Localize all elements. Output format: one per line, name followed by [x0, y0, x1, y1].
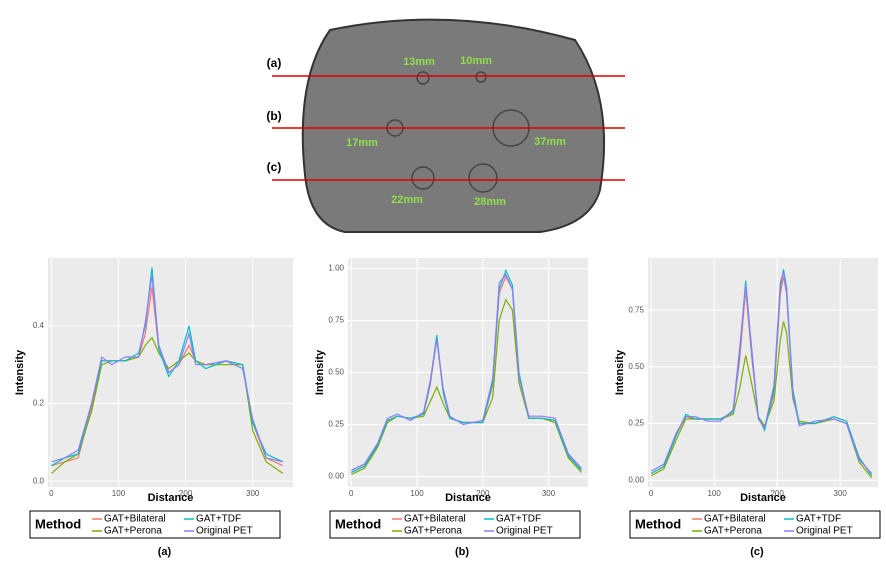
y-tick-label: 0.50	[328, 368, 344, 377]
y-tick-label: 0.75	[628, 305, 644, 314]
x-tick-label: 0	[649, 489, 654, 498]
line-label: (c)	[267, 160, 282, 174]
legend-label: GAT+TDF	[196, 514, 241, 525]
phantom-body	[303, 20, 604, 232]
y-tick-label: 0.00	[328, 472, 344, 481]
y-tick-label: 0.2	[33, 399, 45, 408]
size-label: 22mm	[391, 194, 423, 206]
y-axis-title: Intensity	[14, 349, 26, 395]
size-label: 10mm	[460, 55, 492, 67]
y-tick-label: 1.00	[328, 264, 344, 273]
plot-background	[648, 258, 878, 487]
size-label: 13mm	[403, 56, 435, 68]
y-tick-label: 0.75	[328, 316, 344, 325]
legend-title: Method	[35, 516, 81, 531]
panel-caption: (c)	[750, 546, 764, 558]
legend-label: Original PET	[196, 526, 253, 537]
y-tick-label: 0.25	[328, 420, 344, 429]
figure: (a) (b) (c) 13mm 10mm 17mm 37mm 22mm 28mm 0.0 0.2 0…	[0, 0, 886, 565]
size-label: 17mm	[346, 137, 378, 149]
panel-caption: (a)	[158, 546, 172, 558]
x-tick-label: 300	[246, 489, 260, 498]
x-tick-label: 300	[834, 489, 848, 498]
legend-label: GAT+Perona	[704, 526, 762, 537]
legend-label: GAT+TDF	[496, 514, 541, 525]
y-tick-label: 0.00	[628, 475, 644, 484]
x-axis-title: Distance	[445, 492, 491, 504]
x-tick-label: 0	[349, 489, 354, 498]
legend-title: Method	[335, 516, 381, 531]
x-tick-label: 0	[49, 489, 54, 498]
legend-label: GAT+Bilateral	[704, 514, 766, 525]
legend-label: GAT+Perona	[404, 526, 462, 537]
y-tick-label: 0.0	[33, 476, 45, 485]
legend-label: Original PET	[496, 526, 553, 537]
legend-label: GAT+Bilateral	[404, 514, 466, 525]
x-tick-label: 100	[112, 489, 126, 498]
line-label: (a)	[267, 56, 282, 70]
x-tick-label: 100	[707, 489, 721, 498]
legend-label: GAT+TDF	[796, 514, 841, 525]
legend-title: Method	[635, 516, 681, 531]
legend-label: GAT+Perona	[104, 526, 162, 537]
y-axis-title: Intensity	[614, 349, 626, 395]
legend-label: GAT+Bilateral	[104, 514, 166, 525]
x-tick-label: 300	[542, 489, 556, 498]
x-tick-label: 100	[410, 489, 424, 498]
line-label: (b)	[266, 109, 281, 123]
y-axis-title: Intensity	[314, 349, 326, 395]
y-tick-label: 0.50	[628, 362, 644, 371]
legend-label: Original PET	[796, 526, 853, 537]
size-label: 37mm	[534, 136, 566, 148]
panel-caption: (b)	[455, 546, 469, 558]
y-tick-label: 0.4	[33, 321, 45, 330]
size-label: 28mm	[474, 196, 506, 208]
x-axis-title: Distance	[740, 492, 786, 504]
y-tick-label: 0.25	[628, 419, 644, 428]
plot-background	[48, 258, 293, 487]
x-axis-title: Distance	[148, 492, 194, 504]
